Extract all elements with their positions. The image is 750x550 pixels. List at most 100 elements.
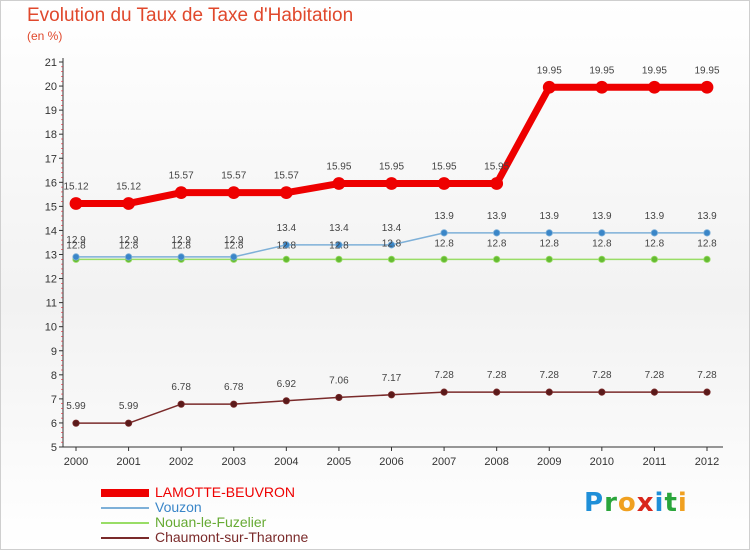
logo-letter: i — [654, 488, 665, 518]
logo-letter: t — [664, 488, 678, 518]
data-point — [545, 229, 553, 237]
legend-item: Vouzon — [101, 500, 308, 515]
x-tick-label: 2004 — [274, 456, 298, 468]
data-label: 6.78 — [224, 382, 244, 393]
data-point — [437, 177, 451, 190]
y-tick-label: 14 — [45, 225, 57, 237]
data-point — [122, 197, 135, 210]
data-point — [230, 253, 238, 261]
data-point — [72, 253, 80, 261]
data-point — [598, 255, 606, 263]
x-tick-label: 2000 — [64, 456, 88, 468]
data-point — [490, 177, 504, 190]
data-point — [700, 80, 714, 94]
data-label: 12.8 — [434, 238, 454, 249]
legend-swatch — [101, 536, 149, 539]
data-point — [335, 393, 343, 402]
data-label: 19.95 — [694, 65, 719, 76]
data-point — [279, 186, 293, 200]
data-label: 19.95 — [537, 65, 562, 76]
data-label: 15.95 — [326, 162, 351, 173]
y-tick-label: 6 — [51, 418, 57, 430]
x-tick-label: 2012 — [695, 456, 719, 468]
data-point — [595, 80, 609, 94]
data-label: 13.4 — [329, 223, 349, 234]
data-point — [387, 255, 396, 263]
y-tick-label: 12 — [45, 274, 57, 286]
y-tick-label: 15 — [45, 201, 57, 213]
x-tick-label: 2003 — [222, 456, 246, 468]
logo-letter: x — [636, 488, 655, 518]
data-label: 12.8 — [224, 240, 244, 251]
data-point — [174, 186, 188, 200]
data-label: 15.95 — [379, 162, 404, 173]
y-tick-label: 11 — [46, 298, 57, 310]
y-tick-label: 9 — [51, 346, 57, 358]
data-label: 7.28 — [487, 370, 507, 381]
data-point — [332, 177, 346, 190]
data-point — [598, 388, 606, 396]
x-tick-label: 2008 — [484, 456, 508, 468]
data-label: 15.57 — [221, 171, 246, 182]
legend-swatch — [101, 506, 149, 509]
data-label: 12.8 — [119, 240, 139, 251]
data-point — [440, 255, 448, 263]
logo-letter: P — [584, 488, 605, 518]
legend-label: Chaumont-sur-Tharonne — [155, 529, 309, 545]
y-tick-label: 7 — [51, 394, 57, 406]
data-label: 15.12 — [63, 181, 88, 192]
y-tick-label: 16 — [45, 177, 57, 189]
data-point — [703, 255, 711, 263]
logo-letter: r — [604, 488, 618, 518]
data-point — [493, 255, 501, 263]
y-tick-label: 10 — [45, 322, 57, 334]
data-point — [387, 391, 396, 399]
legend-swatch — [101, 488, 149, 497]
data-label: 13.9 — [487, 211, 507, 222]
data-point — [493, 229, 501, 237]
x-tick-label: 2006 — [379, 456, 403, 468]
data-label: 15.57 — [169, 171, 194, 182]
y-tick-label: 17 — [45, 153, 57, 165]
data-label: 12.8 — [66, 240, 86, 251]
data-point — [227, 186, 241, 200]
data-label: 12.8 — [329, 240, 349, 251]
data-point — [440, 229, 448, 237]
data-label: 13.4 — [382, 223, 402, 234]
data-point — [650, 229, 659, 237]
data-point — [335, 241, 343, 249]
data-label: 15.12 — [116, 181, 141, 192]
data-label: 13.9 — [592, 211, 612, 222]
data-label: 15.57 — [274, 171, 299, 182]
data-label: 7.28 — [434, 370, 454, 381]
data-point — [648, 80, 661, 94]
data-label: 7.17 — [382, 373, 402, 384]
data-label: 12.8 — [540, 238, 560, 249]
legend-label: Vouzon — [155, 499, 202, 515]
legend-label: Nouan-le-Fuzelier — [155, 514, 267, 530]
data-label: 5.99 — [66, 401, 86, 412]
data-point — [598, 229, 606, 237]
series-0 — [69, 80, 714, 210]
y-tick-label: 5 — [51, 442, 57, 454]
data-point — [282, 397, 290, 405]
x-tick-label: 2011 — [643, 456, 667, 468]
legend-item: LAMOTTE-BEUVRON — [101, 485, 308, 500]
logo-letter: o — [617, 488, 637, 518]
chart-legend: LAMOTTE-BEUVRON Vouzon Nouan-le-Fuzelier Ch… — [101, 485, 308, 545]
y-tick-label: 20 — [45, 81, 57, 93]
data-point — [542, 80, 556, 94]
data-point — [493, 388, 501, 396]
chart-title: Evolution du Taux de Taxe d'Habitation — [27, 5, 354, 26]
y-tick-label: 21 — [45, 57, 57, 69]
data-point — [69, 197, 83, 210]
x-tick-label: 2002 — [169, 456, 193, 468]
proxiti-logo: Proxiti — [584, 488, 688, 518]
data-label: 12.8 — [171, 240, 191, 251]
data-label: 6.92 — [277, 379, 297, 390]
data-label: 12.9 — [119, 235, 139, 246]
data-point — [440, 388, 448, 396]
data-point — [282, 255, 290, 263]
data-label: 13.9 — [697, 211, 717, 222]
